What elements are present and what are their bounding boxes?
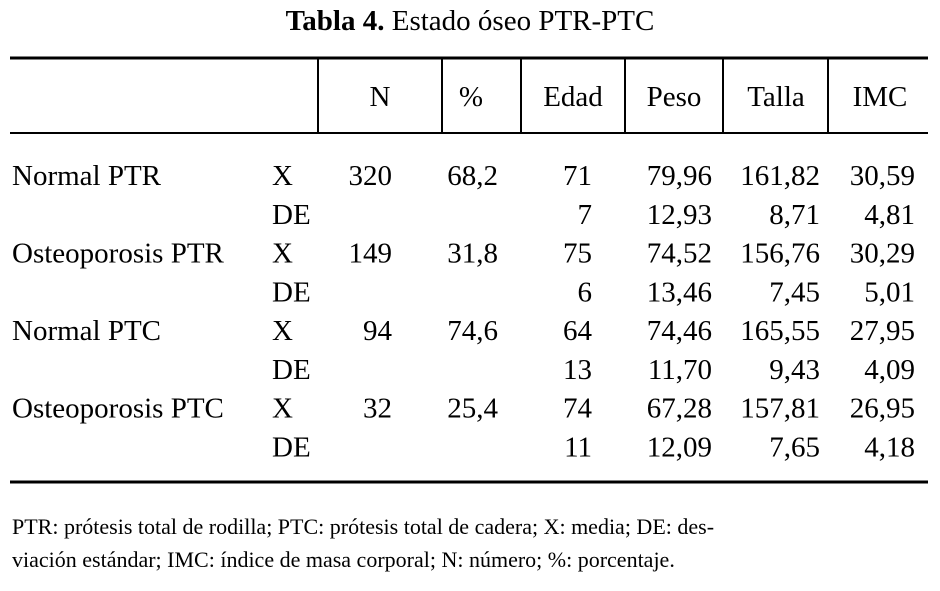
column-header: IMC [853, 81, 908, 113]
cell: 27,95 [850, 315, 915, 347]
stat-label: X [272, 393, 293, 425]
cell: 157,81 [740, 393, 820, 425]
stat-label: DE [272, 277, 311, 309]
row-label: Osteoporosis PTR [12, 238, 225, 270]
row-label: Normal PTR [12, 160, 162, 192]
cell: 7,65 [769, 432, 820, 464]
cell: 74 [563, 393, 593, 425]
cell: 32 [363, 393, 392, 425]
cell: 13 [563, 354, 592, 386]
column-header: Edad [543, 81, 603, 113]
cell: 67,28 [647, 393, 712, 425]
cell: 4,09 [864, 354, 915, 386]
cell: 71 [563, 160, 592, 192]
cell: 30,59 [850, 160, 915, 192]
cell: 9,43 [769, 354, 820, 386]
stat-label: X [272, 160, 293, 192]
cell: 320 [349, 160, 393, 192]
cell: 4,81 [864, 199, 915, 231]
cell: 7,45 [769, 277, 820, 309]
cell: 6 [578, 277, 593, 309]
column-header: N [370, 81, 391, 113]
cell: 7 [578, 199, 593, 231]
cell: 64 [563, 315, 593, 347]
column-header: Talla [747, 81, 805, 113]
footnote-line: viación estándar; IMC: índice de masa co… [12, 547, 675, 572]
cell: 12,93 [647, 199, 712, 231]
stat-label: X [272, 315, 293, 347]
cell: 11 [564, 432, 592, 464]
stat-label: DE [272, 432, 311, 464]
cell: 161,82 [740, 160, 820, 192]
cell: 31,8 [447, 238, 498, 270]
cell: 5,01 [864, 277, 915, 309]
cell: 13,46 [647, 277, 712, 309]
cell: 74,46 [647, 315, 712, 347]
cell: 4,18 [864, 432, 915, 464]
title-text: Estado óseo PTR-PTC [392, 5, 655, 37]
cell: 79,96 [647, 160, 712, 192]
cell: 74,6 [447, 315, 498, 347]
row-label: Normal PTC [12, 315, 161, 347]
cell: 12,09 [647, 432, 712, 464]
row-label: Osteoporosis PTC [12, 393, 224, 425]
header-dividers [317, 58, 829, 133]
cell: 30,29 [850, 238, 915, 270]
column-header: % [459, 81, 483, 113]
cell: 25,4 [447, 393, 498, 425]
cell: 11,70 [648, 354, 712, 386]
stat-label: DE [272, 199, 311, 231]
column-header: Peso [647, 81, 702, 113]
stat-label: X [272, 238, 293, 270]
cell: 156,76 [740, 238, 820, 270]
cell: 8,71 [769, 199, 820, 231]
title-label: Tabla 4. [286, 5, 385, 37]
cell: 94 [363, 315, 393, 347]
cell: 26,95 [850, 393, 915, 425]
footnote-line: PTR: prótesis total de rodilla; PTC: pró… [12, 514, 714, 539]
cell: 68,2 [447, 160, 498, 192]
cell: 75 [563, 238, 592, 270]
stat-label: DE [272, 354, 311, 386]
cell: 74,52 [647, 238, 712, 270]
cell: 149 [349, 238, 393, 270]
cell: 165,55 [740, 315, 820, 347]
title: Tabla 4. Estado óseo PTR-PTC [286, 5, 655, 37]
